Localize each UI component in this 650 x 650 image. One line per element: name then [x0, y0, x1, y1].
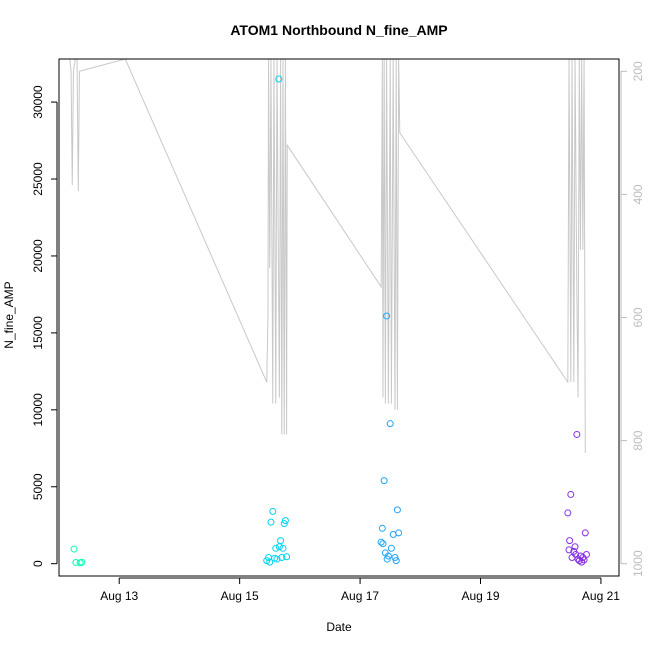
data-point	[280, 520, 288, 528]
data-point	[279, 544, 287, 552]
data-point	[383, 555, 391, 563]
y2-tick-label: 1000	[631, 550, 645, 577]
data-point	[267, 518, 275, 526]
data-point	[578, 558, 586, 566]
data-point	[582, 550, 590, 558]
y2-tick-label: 400	[631, 184, 645, 204]
y-tick-label: 0	[31, 560, 45, 567]
data-point	[386, 420, 394, 428]
data-point	[581, 529, 589, 537]
y2-tick-label: 600	[631, 307, 645, 327]
data-point	[567, 490, 575, 498]
data-point	[384, 552, 392, 560]
data-point	[566, 537, 574, 545]
data-point	[283, 553, 291, 561]
data-point	[378, 524, 386, 532]
data-point	[266, 558, 274, 566]
x-tick-label: Aug 13	[100, 589, 138, 603]
data-point	[391, 554, 399, 562]
y2-tick-label: 800	[631, 430, 645, 450]
points-layer	[70, 75, 590, 567]
y-tick-label: 5000	[31, 473, 45, 500]
data-point	[78, 558, 86, 566]
x-tick-label: Aug 19	[461, 589, 499, 603]
data-point	[269, 507, 277, 515]
x-axis-label: Date	[326, 620, 352, 634]
data-point	[392, 557, 400, 565]
data-point	[281, 517, 289, 525]
axes-layer: Aug 13 Aug 15 Aug 17 Aug 19 Aug 21 0 5000 10000…	[31, 58, 645, 603]
data-point	[272, 544, 280, 552]
data-point	[395, 529, 403, 537]
y-tick-label: 15000	[31, 316, 45, 350]
data-point	[564, 509, 572, 517]
data-point	[573, 430, 581, 438]
data-point	[380, 477, 388, 485]
data-point	[571, 543, 579, 551]
data-point	[387, 544, 395, 552]
data-point	[275, 75, 283, 83]
y-tick-label: 20000	[31, 239, 45, 273]
y-axis-label: N_fine_AMP	[2, 281, 16, 348]
data-point	[379, 540, 387, 548]
y-tick-label: 10000	[31, 393, 45, 427]
y-tick-label: 25000	[31, 162, 45, 196]
data-point	[278, 554, 286, 562]
data-point	[383, 312, 391, 320]
plot-frame	[58, 58, 620, 577]
x-tick-label: Aug 15	[221, 589, 259, 603]
y-tick-label: 30000	[31, 85, 45, 119]
data-point	[565, 546, 573, 554]
data-point	[377, 538, 385, 546]
data-point	[277, 537, 285, 545]
x-tick-label: Aug 21	[582, 589, 620, 603]
line-series-layer	[69, 59, 586, 453]
data-point	[393, 506, 401, 514]
x-tick-label: Aug 17	[341, 589, 379, 603]
data-point	[273, 555, 281, 563]
y2-tick-label: 200	[631, 61, 645, 81]
chart-title: ATOM1 Northbound N_fine_AMP	[230, 22, 447, 38]
line-series-path	[69, 59, 586, 453]
data-point	[70, 545, 78, 553]
